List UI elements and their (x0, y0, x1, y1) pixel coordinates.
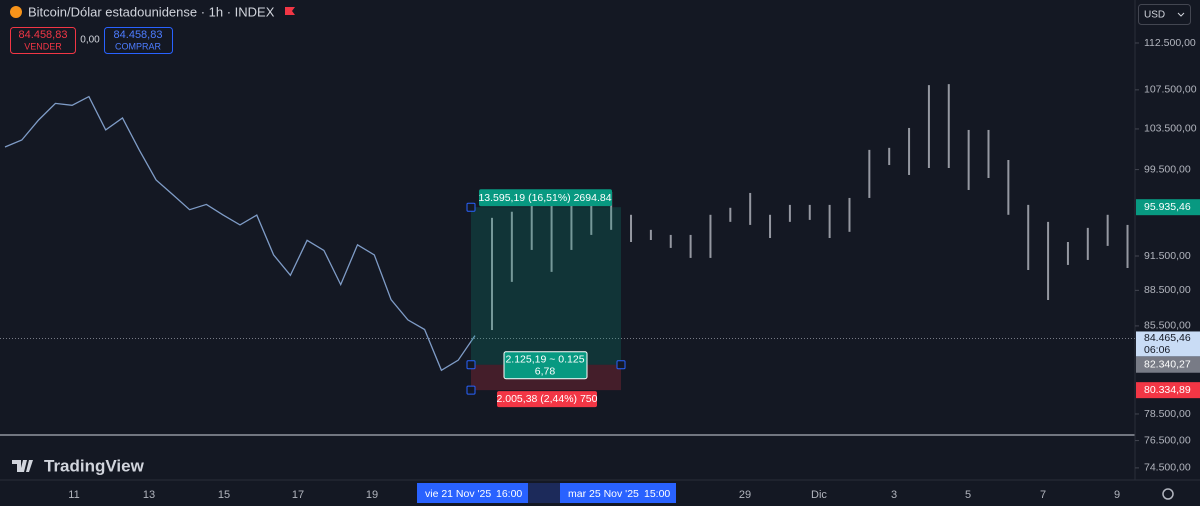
entry-price-label-bg (1136, 356, 1200, 373)
drag-handle[interactable] (616, 360, 626, 370)
target-price-label: 95.935,46 (1144, 201, 1191, 213)
price-tick-label: 76.500,00 (1144, 434, 1191, 446)
price-tick-label: 78.500,00 (1144, 408, 1191, 420)
price-tick-label: 103.500,00 (1144, 123, 1197, 135)
price-tick-label: 112.500,00 (1144, 37, 1196, 49)
time-label: 19 (366, 489, 378, 501)
cursor-start-time: 16:00 (496, 488, 522, 500)
price-tick-label: 99.500,00 (1144, 163, 1191, 175)
cursor-end-bg (560, 483, 676, 503)
stop-label-bg (497, 391, 597, 408)
spread: 0,00 (80, 35, 100, 46)
price-tick-label: 85.500,00 (1144, 320, 1191, 332)
center-label-bg (503, 351, 588, 380)
time-label: 17 (292, 489, 304, 501)
center-label-2: 6,78 (535, 366, 556, 378)
current-price-bg (1136, 331, 1200, 357)
time-label: 5 (965, 489, 971, 501)
countdown: 06:06 (1144, 344, 1170, 356)
buy-button[interactable] (104, 27, 173, 54)
buy-price: 84.458,83 (114, 29, 163, 41)
currency-dropdown[interactable] (1138, 4, 1191, 25)
cursor-start-bg (417, 483, 528, 503)
drag-handle[interactable] (466, 202, 476, 212)
stop-price-label: 80.334,89 (1144, 384, 1191, 396)
time-label: 15 (218, 489, 230, 501)
drag-handle[interactable] (466, 385, 476, 395)
flag-icon[interactable] (285, 7, 295, 15)
price-tick-label: 74.500,00 (1144, 462, 1191, 474)
profit-zone (471, 207, 621, 365)
current-price-label: 84.465,46 (1144, 332, 1191, 344)
cursor-end-date: mar 25 Nov '25 (568, 488, 639, 500)
time-label: 7 (1040, 489, 1046, 501)
time-label: 3 (891, 489, 897, 501)
time-label: 11 (68, 489, 79, 501)
bitcoin-icon (10, 6, 22, 18)
ui-layer: Bitcoin/Dólar estadounidense · 1h · INDE… (10, 4, 1191, 500)
cursor-range (528, 483, 560, 503)
target-label: 13.595,19 (16,51%) 2694.84 (478, 192, 611, 204)
entry-price-label: 82.340,27 (1144, 359, 1191, 371)
settings-gear[interactable] (1162, 488, 1174, 500)
sell-button[interactable] (10, 27, 76, 54)
currency: USD (1144, 10, 1165, 21)
time-label: 29 (739, 489, 751, 501)
brand-name: TradingView (44, 456, 145, 475)
brand-icon (12, 460, 33, 472)
sell-label: VENDER (24, 41, 62, 51)
time-label: 9 (1114, 489, 1120, 501)
target-price-label-bg (1136, 199, 1200, 216)
center-label-1: 2.125,19 ~ 0.125 (505, 354, 584, 366)
buy-label: COMPRAR (115, 41, 162, 51)
time-label: Dic (811, 489, 827, 501)
price-tick-label: 107.500,00 (1144, 84, 1197, 96)
time-label: 13 (143, 489, 155, 501)
cursor-start-date: vie 21 Nov '25 (425, 488, 491, 500)
symbol-title: Bitcoin/Dólar estadounidense · 1h · INDE… (28, 4, 275, 19)
dropdown-caret (1177, 12, 1185, 17)
sell-price: 84.458,83 (19, 29, 68, 41)
stop-label: 2.005,38 (2,44%) 750 (497, 393, 598, 405)
stop-price-label-bg (1136, 382, 1200, 399)
plot-area: 112.500,00 107.500,00 103.500,00 99.500,00 9… (0, 37, 1200, 503)
target-label-bg (479, 189, 612, 207)
drag-handle[interactable] (466, 360, 476, 370)
cursor-end-time: 15:00 (644, 488, 670, 500)
price-history-line (4, 95, 476, 372)
price-tick-label: 88.500,00 (1144, 284, 1191, 296)
price-tick-label: 91.500,00 (1144, 250, 1191, 262)
